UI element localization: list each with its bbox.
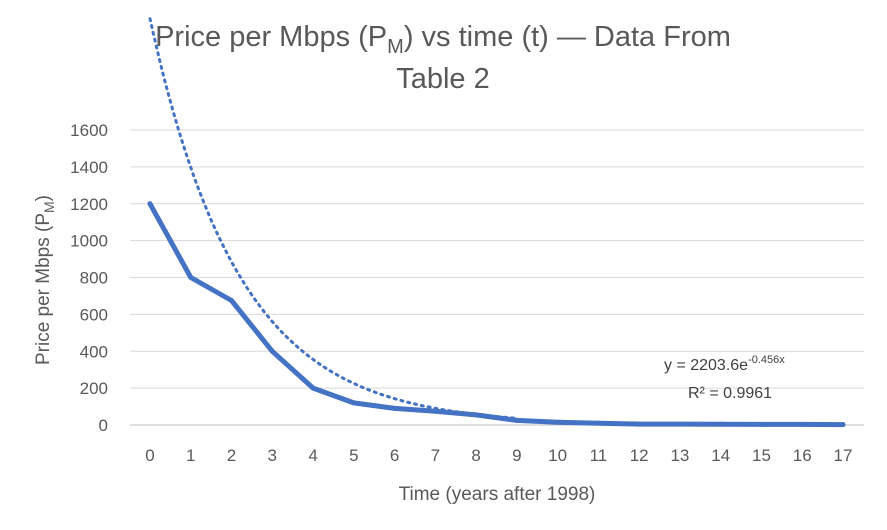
x-tick-label: 6 <box>390 446 399 465</box>
data-point <box>473 412 479 418</box>
data-point <box>147 201 153 207</box>
data-point <box>188 275 194 280</box>
series-line <box>147 201 846 428</box>
data-point <box>269 348 275 354</box>
y-axis-title-end: ) <box>33 195 54 201</box>
x-tick-label: 5 <box>349 446 358 465</box>
y-tick-label: 1000 <box>70 232 108 251</box>
x-tick-label: 3 <box>268 446 277 465</box>
data-point <box>758 421 764 427</box>
series-group <box>147 201 846 428</box>
data-point <box>514 417 520 423</box>
data-point <box>718 421 724 427</box>
x-tick-label: 1 <box>186 446 195 465</box>
x-tick-label: 2 <box>227 446 236 465</box>
y-axis-title: Price per Mbps (PM) <box>33 195 57 365</box>
y-tick-labels: 0 200 400 600 800 1000 1200 1400 1600 <box>70 121 108 435</box>
x-tick-label: 10 <box>548 446 567 465</box>
x-tick-label: 15 <box>752 446 771 465</box>
data-point <box>310 385 316 391</box>
y-tick-label: 600 <box>80 305 108 324</box>
y-tick-label: 400 <box>80 342 108 361</box>
data-point <box>636 421 642 427</box>
data-point <box>799 421 805 427</box>
data-point <box>432 408 438 414</box>
x-tick-label: 8 <box>471 446 480 465</box>
x-tick-label: 7 <box>431 446 440 465</box>
y-tick-label: 200 <box>80 379 108 398</box>
y-tick-label: 1400 <box>70 158 108 177</box>
y-tick-label: 800 <box>80 269 108 288</box>
data-point <box>840 422 846 428</box>
x-axis-title: Time (years after 1998) <box>399 484 596 505</box>
chart-title-line-1: Price per Mbps (PM) vs time (t) — Data F… <box>155 21 731 58</box>
x-tick-label: 17 <box>834 446 853 465</box>
data-point <box>351 400 357 406</box>
data-point <box>595 420 601 426</box>
data-point <box>555 419 561 425</box>
chart-title-line-2: Table 2 <box>396 63 490 95</box>
y-tick-label: 1200 <box>70 195 108 214</box>
chart-title-rest: ) vs time (t) — Data From <box>404 21 731 53</box>
chart-title-main: Price per Mbps (P <box>155 21 387 53</box>
trendline-equation: y = 2203.6e-0.456x <box>664 354 785 374</box>
y-axis-title-subscript: M <box>41 201 57 213</box>
chart-title-subscript: M <box>387 36 404 58</box>
trendline-r-squared: R² = 0.9961 <box>688 385 772 402</box>
x-tick-labels: 0 1 2 3 4 5 6 7 8 9 10 11 12 13 14 15 16 17 <box>145 446 852 465</box>
data-point <box>392 405 398 411</box>
x-tick-label: 16 <box>793 446 812 465</box>
x-tick-label: 0 <box>145 446 154 465</box>
y-axis-title-main: Price per Mbps (P <box>33 213 54 365</box>
x-tick-label: 4 <box>308 446 317 465</box>
x-tick-label: 14 <box>711 446 730 465</box>
data-point <box>229 298 235 304</box>
gridlines <box>130 129 864 426</box>
trendline-equation-main: y = 2203.6e <box>664 357 748 374</box>
x-tick-label: 13 <box>670 446 689 465</box>
y-tick-label: 0 <box>99 416 108 435</box>
x-tick-label: 9 <box>512 446 521 465</box>
x-tick-label: 12 <box>630 446 649 465</box>
data-point <box>677 421 683 427</box>
x-tick-label: 11 <box>590 446 608 465</box>
trendline-equation-exponent: -0.456x <box>748 354 785 366</box>
y-tick-label: 1600 <box>70 121 108 140</box>
